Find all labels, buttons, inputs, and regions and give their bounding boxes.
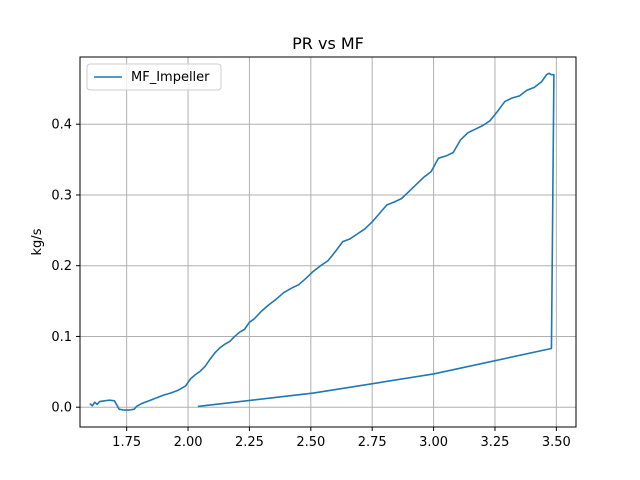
x-tick-label: 2.50: [296, 435, 325, 450]
legend-label-mf-impeller: MF_Impeller: [131, 70, 210, 85]
legend-box: [86, 63, 222, 91]
y-tick-label: 0.2: [51, 259, 72, 274]
y-grid: [80, 123, 576, 408]
y-tick-label: 0.4: [51, 118, 72, 133]
x-axis-ticks: 1.75 2.00 2.25 2.50 2.75 3.00 3.25 3.50: [112, 427, 571, 450]
legend: MF_Impeller: [86, 63, 222, 91]
plot-frame: [79, 56, 577, 428]
x-tick-label: 2.00: [174, 435, 203, 450]
y-axis-label: kg/s: [30, 228, 45, 255]
x-tick-label: 3.25: [480, 435, 509, 450]
chart-title: PR vs MF: [292, 34, 364, 53]
y-tick-label: 0.1: [51, 330, 72, 345]
x-tick-label: 1.75: [112, 435, 141, 450]
x-tick-label: 3.00: [419, 435, 448, 450]
y-tick-label: 0.3: [51, 188, 72, 203]
series-line-mf-impeller: [89, 72, 555, 411]
y-axis-ticks: 0.0 0.1 0.2 0.3 0.4: [51, 118, 80, 416]
x-tick-label: 3.50: [542, 435, 571, 450]
x-grid: [126, 57, 557, 427]
x-tick-label: 2.25: [235, 435, 264, 450]
x-tick-label: 2.75: [358, 435, 387, 450]
y-tick-label: 0.0: [51, 401, 72, 416]
